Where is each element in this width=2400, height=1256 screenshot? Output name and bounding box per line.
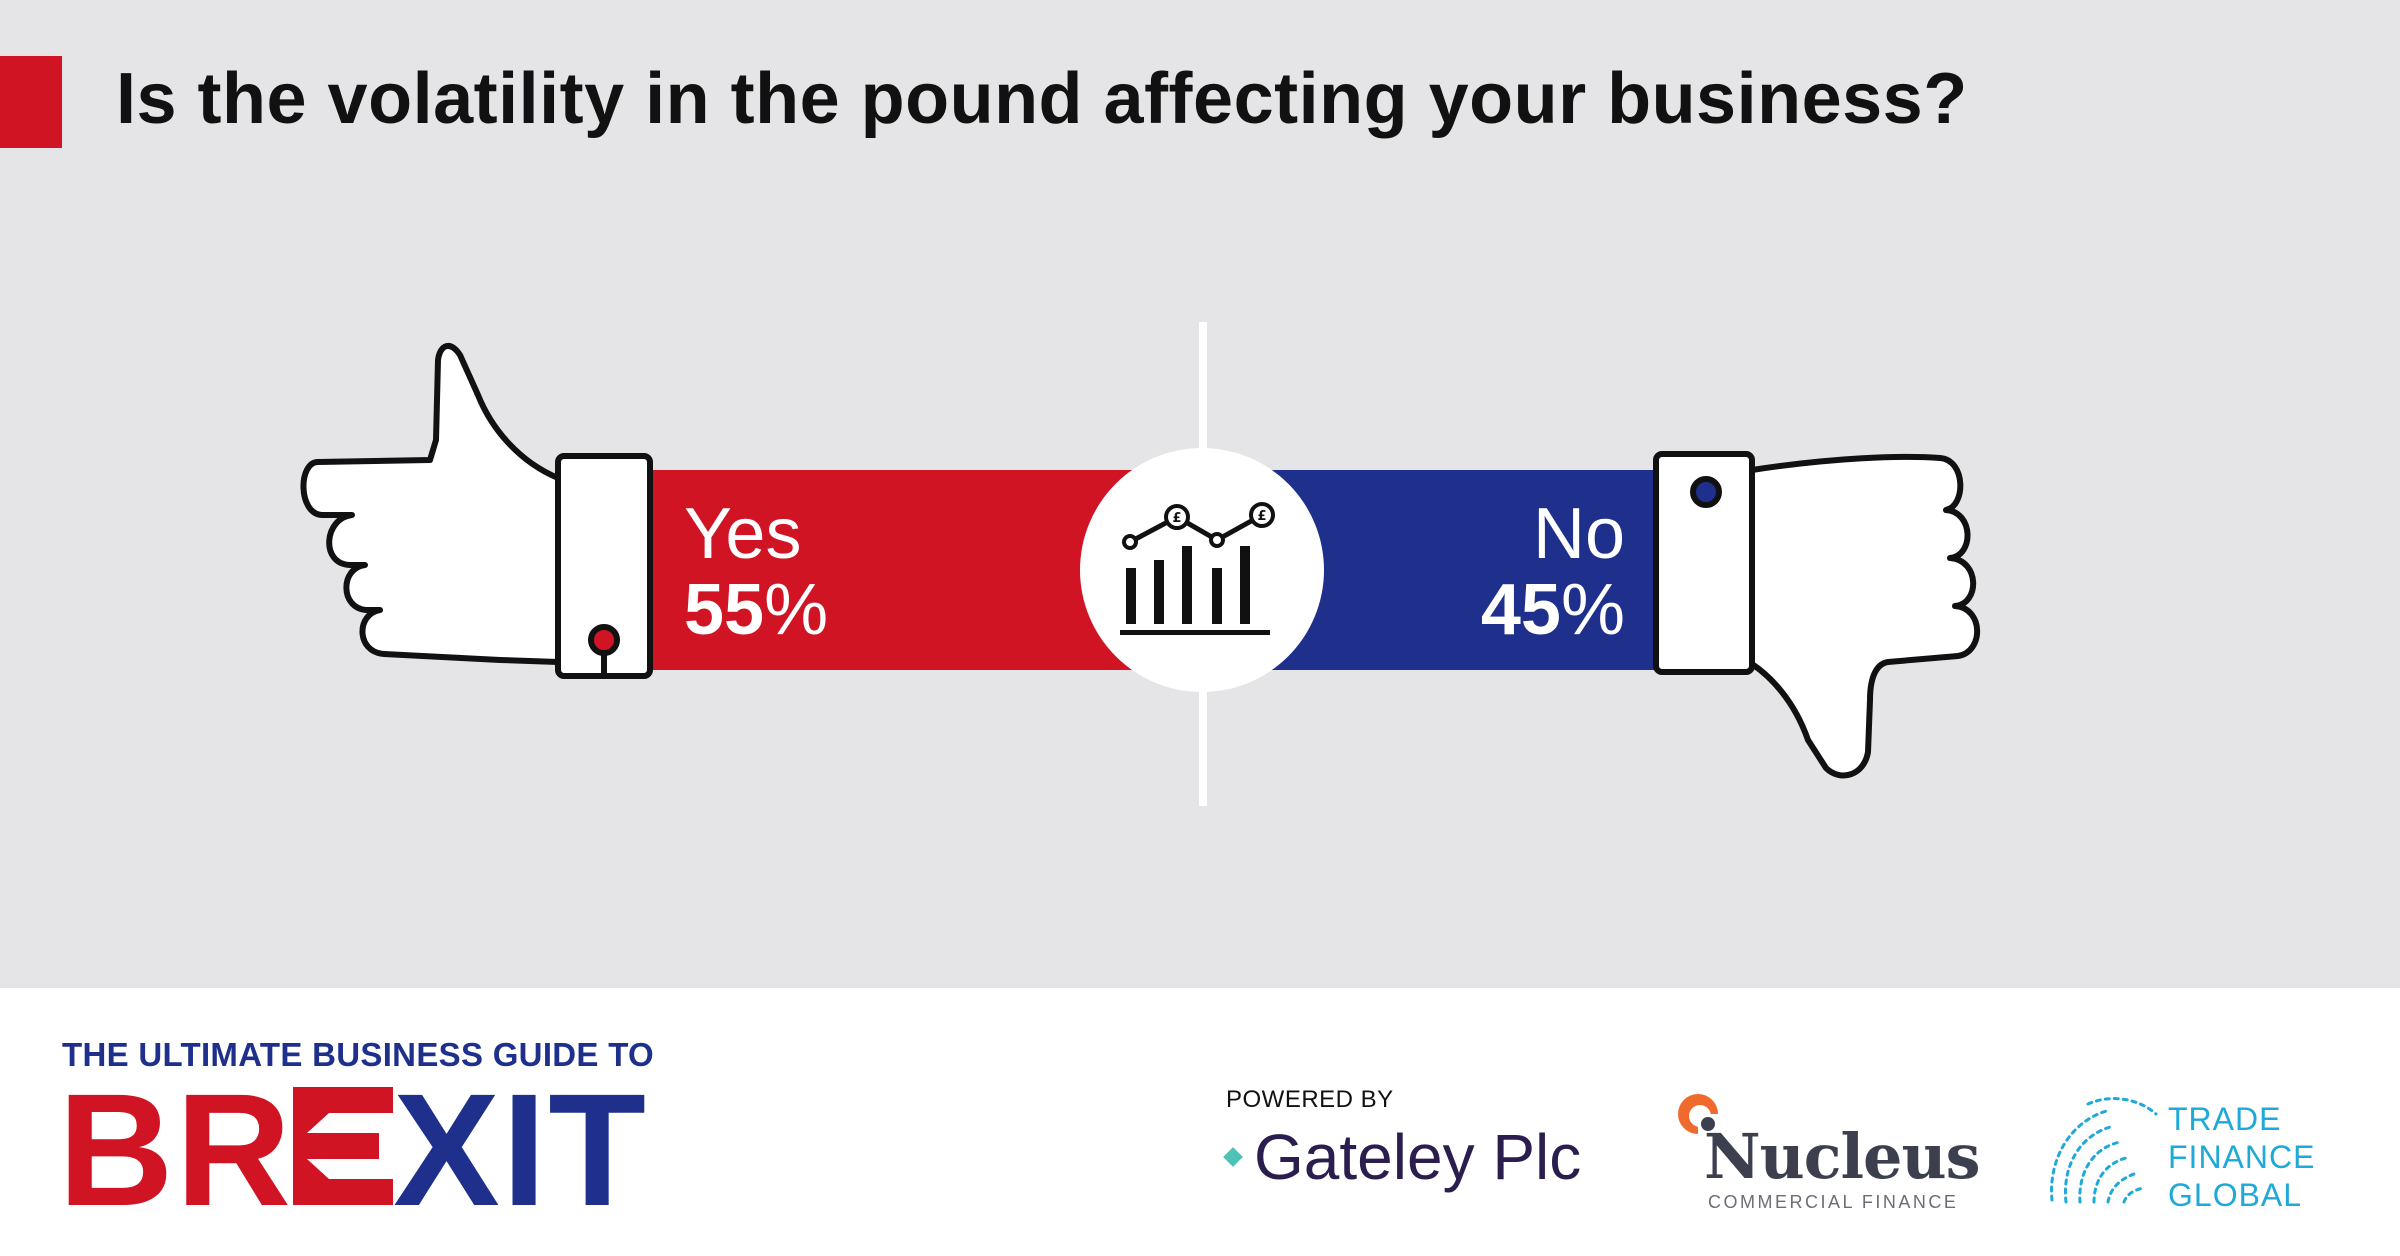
svg-text:£: £: [1257, 509, 1266, 524]
nucleus-subtitle: COMMERCIAL FINANCE: [1708, 1192, 1959, 1212]
no-percentage: 45%: [1481, 574, 1625, 646]
question-title: Is the volatility in the pound affecting…: [116, 59, 1968, 139]
powered-by-label: POWERED BY: [1226, 1086, 1394, 1113]
tfg-line-2: FINANCE: [2168, 1139, 2316, 1175]
brexit-logo: BR XIT: [58, 1070, 648, 1230]
thumbs-down-icon: [1653, 451, 1981, 779]
nucleus-name: Nucleus: [1704, 1120, 1980, 1193]
fingerprint-icon: [2050, 1097, 2158, 1204]
yes-label: Yes: [684, 494, 802, 574]
red-accent-bar: [0, 56, 62, 148]
gateley-logo: Gateley Plc: [1223, 1120, 1582, 1194]
yes-value: 55: [684, 570, 765, 650]
no-unit: %: [1560, 570, 1625, 650]
brexit-logo-part-2: XIT: [393, 1060, 648, 1239]
brand-tagline: THE ULTIMATE BUSINESS GUIDE TO: [62, 1036, 655, 1073]
thumbs-up-icon: [300, 343, 653, 679]
nucleus-mark-icon: [1678, 1094, 1728, 1144]
footer: [0, 988, 2400, 1256]
tfg-line-1: TRADE: [2168, 1101, 2282, 1137]
gateley-name: Gateley Plc: [1254, 1121, 1582, 1193]
pound-chart-icon: £ £: [1080, 448, 1324, 692]
poll-chart: £ £: [300, 322, 1981, 806]
tfg-logo-text: TRADE FINANCE GLOBAL: [2168, 1100, 2315, 1214]
tfg-line-3: GLOBAL: [2168, 1177, 2303, 1213]
svg-text:£: £: [1172, 511, 1181, 526]
diamond-icon: [1223, 1147, 1243, 1167]
yes-unit: %: [764, 570, 829, 650]
brexit-logo-part-1: BR: [58, 1060, 294, 1239]
no-value: 45: [1480, 570, 1561, 650]
no-label: No: [1532, 494, 1625, 574]
yes-percentage: 55%: [684, 574, 828, 646]
flag-e-icon: [293, 1087, 394, 1205]
